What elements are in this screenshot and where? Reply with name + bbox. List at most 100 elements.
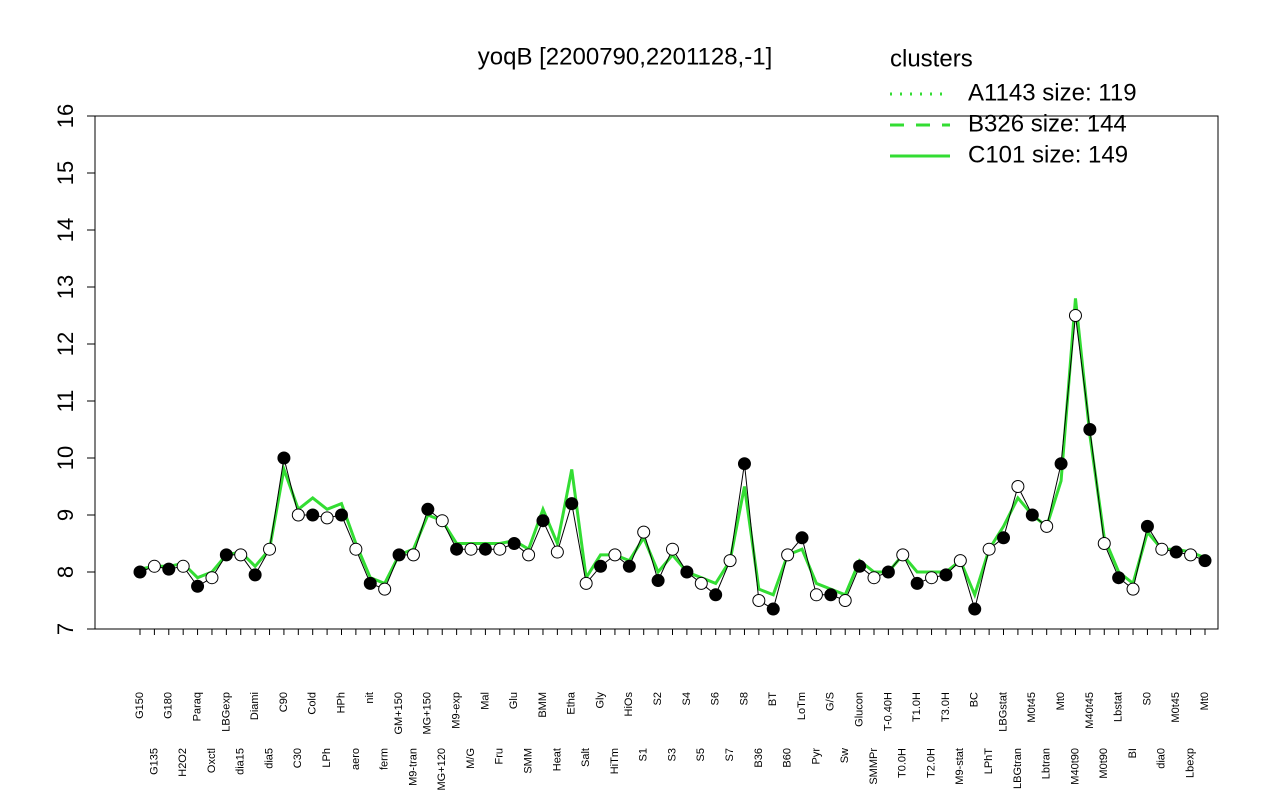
x-tick-label: S5 (695, 748, 707, 761)
x-tick-label: Lbtran (1041, 748, 1053, 779)
data-point (363, 576, 377, 590)
data-point (824, 588, 838, 602)
x-tick-label: M40t90 (1069, 748, 1081, 785)
legend-label: B326 size: 144 (968, 110, 1127, 137)
data-point (766, 602, 780, 616)
x-tick-label: LBGexp (220, 692, 232, 732)
data-point (939, 568, 953, 582)
x-tick-label: G135 (148, 748, 160, 775)
data-point (809, 588, 823, 602)
x-tick-label: SMM (522, 748, 534, 774)
data-point (191, 579, 205, 593)
y-tick-label: 11 (53, 390, 78, 413)
data-point (306, 508, 320, 522)
data-point (378, 582, 392, 596)
x-tick-label: Mal (479, 692, 491, 710)
x-tick-label: M40t45 (1084, 692, 1096, 729)
x-tick-label: M9-exp (451, 692, 463, 729)
y-tick-label: 16 (53, 104, 78, 128)
data-point (1054, 457, 1068, 471)
x-tick-label: LoTm (796, 692, 808, 720)
x-tick-label: nit (364, 692, 376, 704)
data-point (1068, 309, 1082, 322)
data-point (910, 576, 924, 590)
y-tick-label: 8 (53, 566, 78, 578)
data-point (982, 542, 996, 556)
x-tick-label: M0t90 (1098, 748, 1110, 779)
data-point (162, 562, 176, 576)
data-point (248, 568, 262, 582)
y-tick-label: 9 (53, 509, 78, 521)
data-point (925, 571, 939, 585)
data-point (666, 542, 679, 556)
data-point (219, 548, 233, 562)
data-point (953, 554, 967, 568)
x-tick-label: M0t45 (1026, 692, 1038, 723)
data-point (464, 542, 478, 556)
x-tick-label: HiOs (623, 692, 635, 717)
data-point (392, 548, 406, 562)
data-point (1083, 423, 1097, 436)
x-tick-label: LBGtran (1012, 748, 1024, 789)
legend-label: C101 size: 149 (968, 141, 1128, 168)
x-tick-label: GM+150 (393, 692, 405, 735)
legend-label: A1143 size: 119 (968, 79, 1137, 106)
x-tick-label: Lbstat (1113, 692, 1125, 722)
data-point (608, 548, 622, 562)
x-tick-label: C90 (278, 692, 290, 712)
data-point (752, 594, 766, 607)
x-tick-label: C30 (292, 748, 304, 768)
data-point (723, 554, 737, 568)
data-point (565, 497, 579, 511)
data-point (1011, 480, 1025, 493)
x-tick-label: LPh (321, 748, 333, 768)
data-point (737, 457, 751, 471)
x-tick-label: BMM (537, 692, 549, 718)
data-line (139, 315, 1206, 611)
data-point (478, 542, 492, 556)
data-point (1184, 548, 1198, 562)
x-tick-label: dia15 (235, 748, 247, 775)
x-tick-label: HiTm (609, 748, 621, 774)
data-point (622, 559, 636, 573)
x-tick-label: Diami (249, 692, 261, 720)
data-point (1112, 571, 1126, 585)
data-point (637, 525, 651, 539)
x-tick-label: Glu (508, 692, 520, 709)
data-point (421, 502, 435, 516)
x-tick-label: T0.0H (897, 748, 909, 778)
y-tick-label: 12 (53, 332, 78, 356)
x-tick-label: Sw (839, 748, 851, 763)
x-tick-label: dia5 (263, 748, 275, 769)
x-tick-label: B60 (782, 748, 794, 768)
data-point (320, 511, 334, 525)
x-tick-label: M9-tran (407, 748, 419, 786)
x-tick-label: dia0 (1156, 748, 1168, 769)
y-tick-label: 15 (53, 161, 78, 185)
data-point (579, 576, 593, 590)
x-tick-label: Glucon (854, 692, 866, 727)
x-tick-label: M0t45 (1170, 692, 1182, 723)
data-point (651, 574, 665, 588)
x-tick-label: LPhT (983, 748, 995, 775)
data-point (896, 548, 910, 562)
data-point (838, 594, 852, 607)
x-tick-label: Pyr (810, 748, 822, 765)
x-tick-label: T2.0H (925, 748, 937, 778)
data-point (291, 508, 305, 522)
x-tick-label: G180 (163, 692, 175, 719)
data-point (1025, 508, 1039, 522)
x-tick-label: MG+120 (436, 748, 448, 791)
x-tick-label: S6 (710, 692, 722, 705)
data-point (867, 571, 881, 585)
data-point (795, 531, 809, 545)
data-point (450, 542, 464, 556)
data-point (694, 576, 708, 590)
y-tick-label: 10 (53, 446, 78, 470)
data-point (1198, 554, 1212, 568)
data-point (133, 565, 147, 579)
data-point (997, 531, 1011, 545)
x-tick-label: LBGstat (997, 692, 1009, 732)
data-point (968, 602, 982, 616)
